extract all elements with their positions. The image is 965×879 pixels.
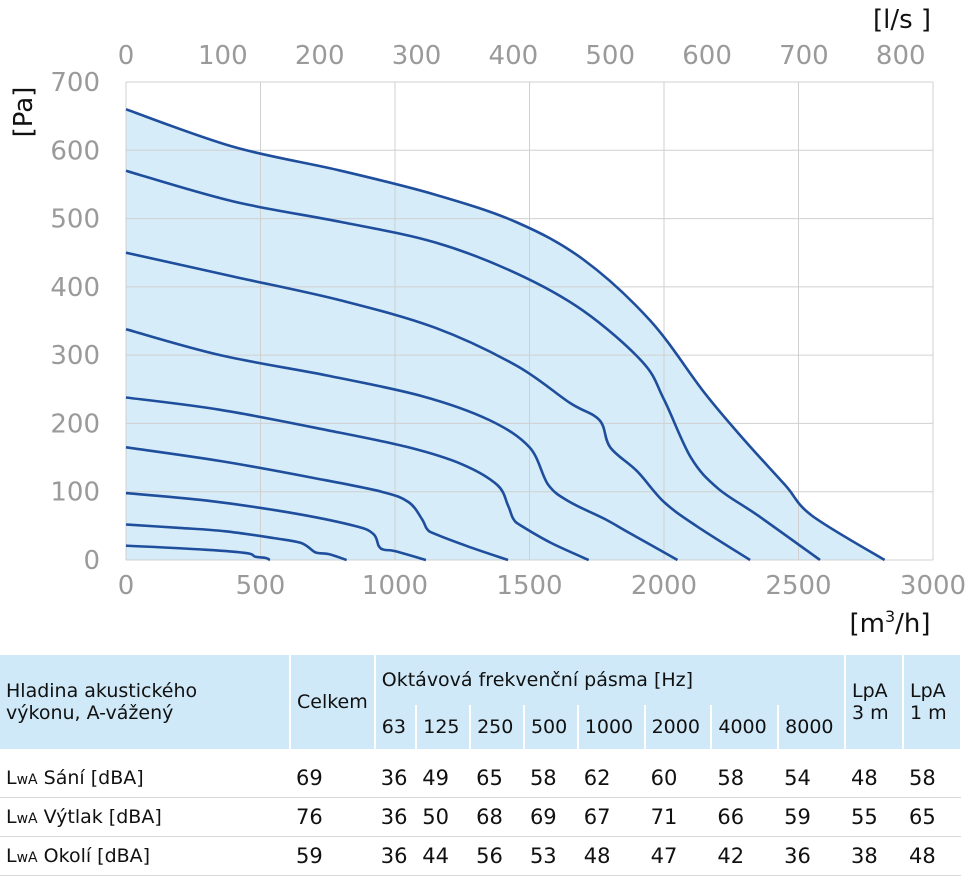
- header-label-line2: výkonu, A-vážený: [6, 702, 174, 724]
- cell-lpa-1m: 58: [903, 759, 961, 798]
- x-bottom-tick-label: 1000: [362, 571, 428, 601]
- x-bottom-tick-label: 2500: [765, 571, 831, 601]
- band-8000: 8000: [778, 705, 846, 749]
- y-axis-unit: [Pa]: [9, 87, 39, 138]
- header-total: Celkem: [290, 655, 376, 749]
- x-top-axis-unit: [l/s ]: [873, 5, 931, 35]
- x-top-tick-label: 400: [489, 41, 539, 71]
- row-label: LwA Okolí [dBA]: [0, 836, 290, 876]
- curve-1: [125, 544, 271, 562]
- row-label: LwA Sání [dBA]: [0, 759, 290, 798]
- cell-lpa-3m: 48: [845, 759, 903, 798]
- x-bottom-tick-label: 3000: [900, 571, 965, 601]
- band-1000: 1000: [577, 705, 646, 749]
- cell-4000: 42: [711, 836, 779, 876]
- y-tick-label: 100: [50, 478, 100, 508]
- band-2000: 2000: [644, 705, 713, 749]
- x-bottom-tick-label: 0: [118, 571, 135, 601]
- cell-4000: 58: [711, 759, 779, 798]
- cell-total: 76: [290, 797, 375, 837]
- cell-lpa-1m: 48: [903, 836, 961, 876]
- curve-2: [125, 523, 348, 562]
- row-label: LwA Výtlak [dBA]: [0, 797, 290, 837]
- cell-8000: 36: [778, 836, 845, 876]
- header-lpa-1m: LpA 1 m: [903, 655, 962, 749]
- band-500: 500: [523, 705, 579, 749]
- cell-63: 36: [374, 836, 417, 876]
- cell-2000: 47: [644, 836, 712, 876]
- y-tick-label: 300: [50, 341, 100, 371]
- band-125: 125: [416, 705, 472, 749]
- cell-125: 49: [416, 759, 471, 798]
- x-top-tick-label: 600: [682, 41, 732, 71]
- x-bottom-axis-unit: [m3/h]: [849, 607, 930, 639]
- cell-2000: 71: [644, 797, 712, 837]
- x-top-tick-label: 700: [779, 41, 829, 71]
- cell-4000: 66: [711, 797, 779, 837]
- cell-1000: 62: [577, 759, 645, 798]
- cell-500: 58: [523, 759, 578, 798]
- cell-1000: 67: [577, 797, 645, 837]
- curve-9: [125, 108, 886, 562]
- y-tick-label: 0: [83, 546, 100, 576]
- x-top-tick-label: 800: [876, 41, 926, 71]
- cell-8000: 59: [778, 797, 845, 837]
- cell-lpa-3m: 55: [845, 797, 903, 837]
- y-tick-label: 500: [50, 205, 100, 235]
- cell-250: 56: [470, 836, 524, 876]
- header-acoustic-label: Hladina akustického výkonu, A-vážený: [0, 655, 291, 749]
- cell-250: 68: [470, 797, 524, 837]
- band-4000: 4000: [711, 705, 780, 749]
- cell-63: 36: [374, 759, 417, 798]
- cell-8000: 54: [778, 759, 845, 798]
- header-lpa-3m: LpA 3 m: [845, 655, 904, 749]
- cell-500: 53: [523, 836, 578, 876]
- curve-8: [125, 169, 821, 562]
- y-tick-label: 700: [50, 68, 100, 98]
- x-top-tick-label: 500: [585, 41, 635, 71]
- curve-6: [125, 327, 679, 562]
- header-octave-bands: Oktávová frekvenční pásma [Hz]: [374, 655, 847, 705]
- x-top-tick-label: 300: [392, 41, 442, 71]
- cell-2000: 60: [644, 759, 712, 798]
- band-63: 63: [374, 705, 418, 749]
- cell-63: 36: [374, 797, 417, 837]
- x-bottom-tick-label: 2000: [631, 571, 697, 601]
- table-row-suction: LwA Sání [dBA] 69 36 49 65 58 62 60 58 5…: [0, 759, 961, 798]
- acoustic-power-table: Hladina akustického výkonu, A-vážený Cel…: [0, 655, 962, 876]
- cell-lpa-3m: 38: [845, 836, 903, 876]
- grid-lines: [125, 81, 934, 561]
- table-row-ambient: LwA Okolí [dBA] 59 36 44 56 53 48 47 42 …: [0, 836, 961, 876]
- cell-total: 69: [290, 759, 375, 798]
- x-top-tick-label: 200: [295, 41, 345, 71]
- y-tick-label: 200: [50, 409, 100, 439]
- y-tick-label: 400: [50, 273, 100, 303]
- cell-125: 44: [416, 836, 471, 876]
- band-250: 250: [470, 705, 525, 749]
- header-label-line1: Hladina akustického: [6, 680, 198, 702]
- cell-total: 59: [290, 836, 375, 876]
- x-top-tick-label: 100: [198, 41, 248, 71]
- cell-250: 65: [470, 759, 524, 798]
- x-bottom-tick-label: 1500: [496, 571, 562, 601]
- cell-500: 69: [523, 797, 578, 837]
- cell-1000: 48: [577, 836, 645, 876]
- cell-125: 50: [416, 797, 471, 837]
- curve-4: [125, 446, 509, 562]
- curve-3: [125, 491, 427, 562]
- y-tick-label: 600: [50, 136, 100, 166]
- table-row-discharge: LwA Výtlak [dBA] 76 36 50 68 69 67 71 66…: [0, 797, 961, 837]
- operating-area-fill: [126, 109, 885, 561]
- cell-lpa-1m: 65: [903, 797, 961, 837]
- curve-5: [125, 396, 590, 562]
- curve-7: [125, 251, 751, 562]
- x-top-tick-label: 0: [118, 41, 135, 71]
- characteristic-curves: [125, 108, 886, 562]
- x-bottom-tick-label: 500: [236, 571, 286, 601]
